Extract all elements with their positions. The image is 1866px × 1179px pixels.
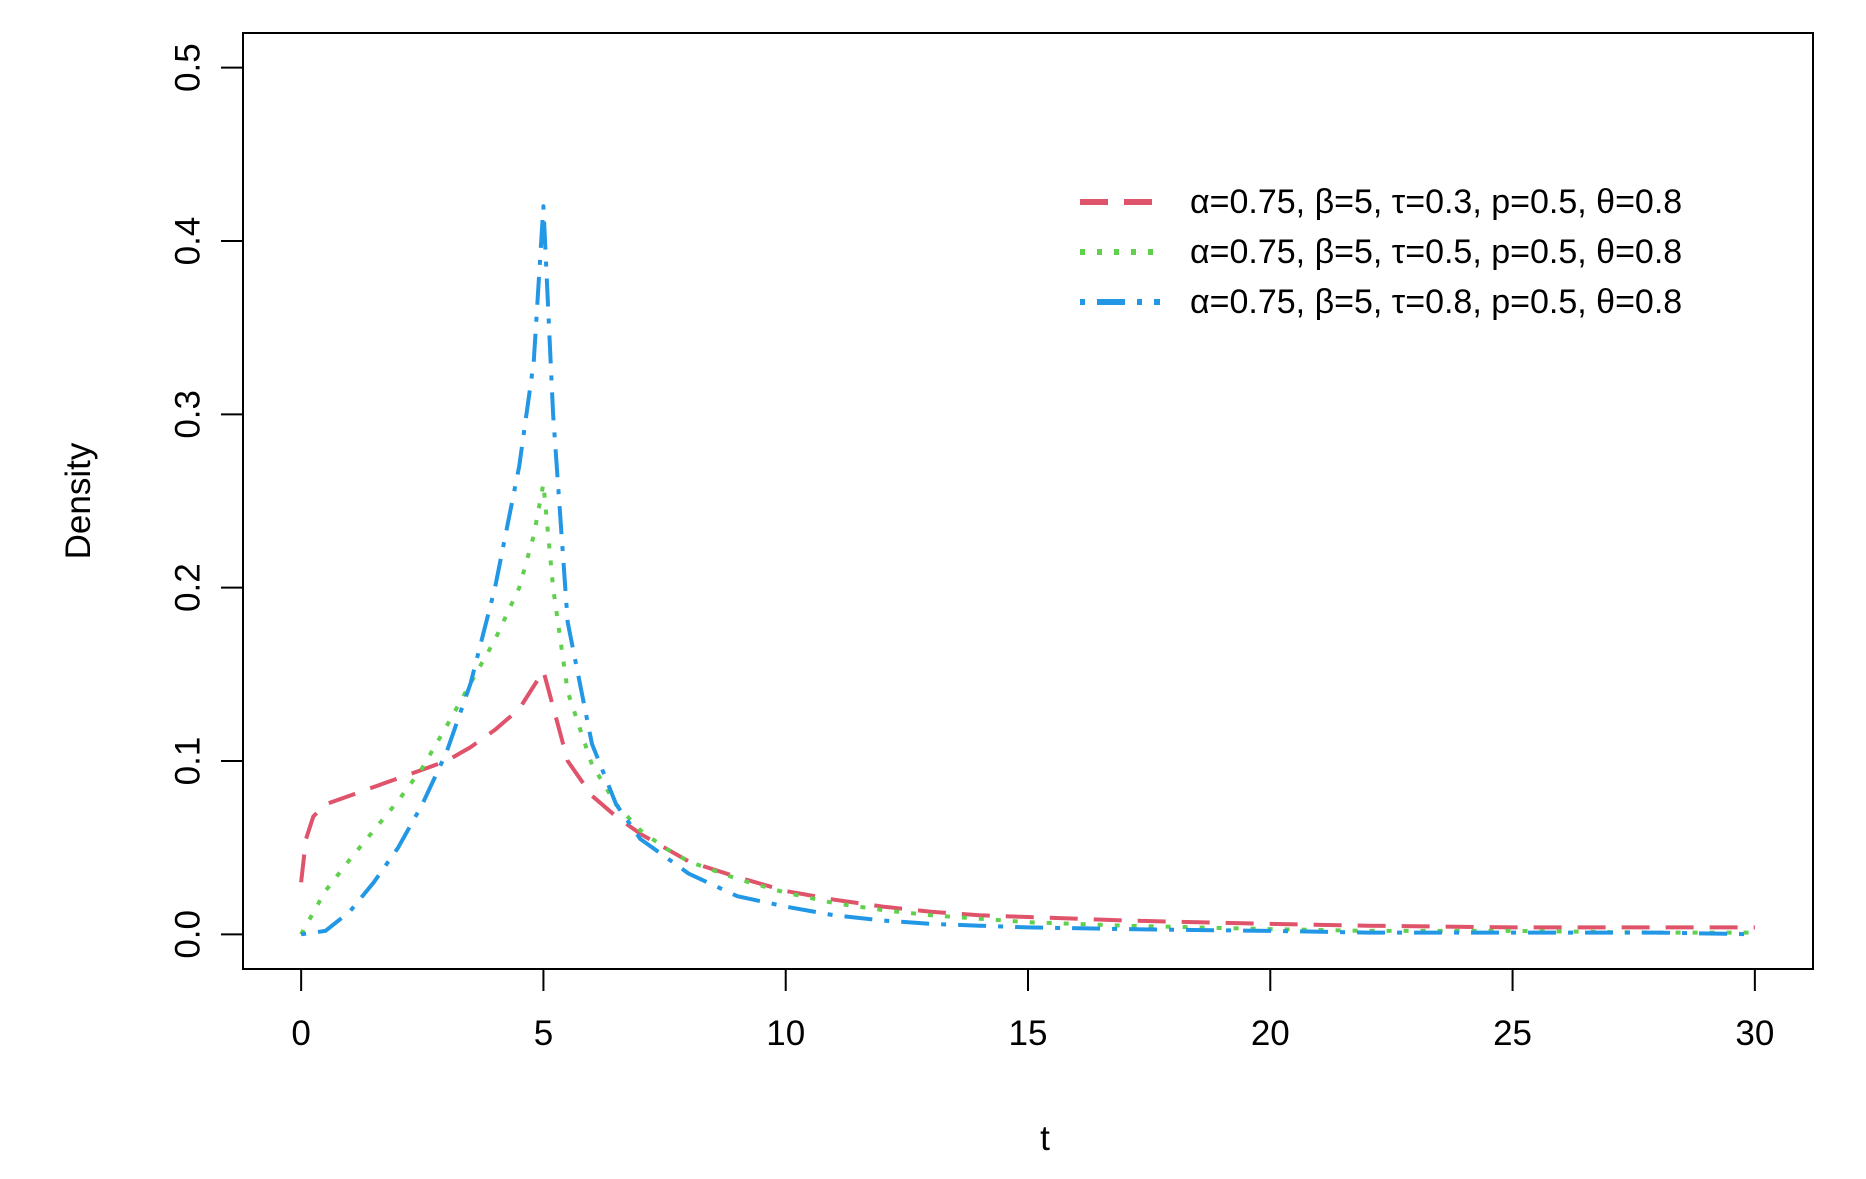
x-tick-label: 10 [766,1014,805,1053]
legend-label-2: α=0.75, β=5, τ=0.5, p=0.5, θ=0.8 [1190,233,1682,271]
legend-label-1: α=0.75, β=5, τ=0.3, p=0.5, θ=0.8 [1190,183,1682,221]
x-axis: 0 5 10 15 20 25 30 [291,968,1774,1053]
y-tick-label: 0.4 [169,217,208,266]
x-tick-label: 20 [1251,1014,1290,1053]
y-tick-label: 0.2 [169,563,208,612]
legend: α=0.75, β=5, τ=0.3, p=0.5, θ=0.8 α=0.75, … [1080,183,1682,321]
series-line-2 [299,481,1755,936]
y-tick-label: 0.1 [169,737,208,786]
x-tick-label: 5 [534,1014,553,1053]
series-line-3 [300,204,1755,937]
series-layer [299,204,1755,937]
legend-label-3: α=0.75, β=5, τ=0.8, p=0.5, θ=0.8 [1190,283,1682,321]
series-line-1 [299,668,1755,930]
y-tick-label: 0.3 [169,390,208,439]
y-tick-label: 0.5 [169,43,208,92]
x-tick-label: 15 [1009,1014,1048,1053]
x-axis-title: t [1040,1119,1050,1158]
x-tick-label: 30 [1735,1014,1774,1053]
y-tick-label: 0.0 [169,910,208,959]
plot-frame [242,32,1814,970]
x-tick-label: 0 [291,1014,310,1053]
y-axis-title: Density [59,442,98,559]
x-tick-label: 25 [1493,1014,1532,1053]
y-axis: 0.0 0.1 0.2 0.3 0.4 0.5 [169,43,244,959]
